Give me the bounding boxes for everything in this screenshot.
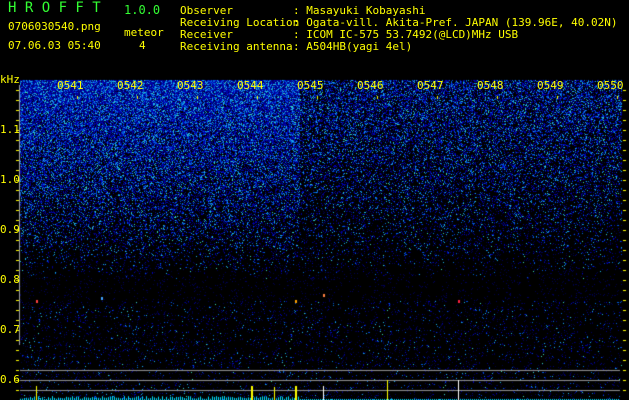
y-tick-label: 1.0	[0, 173, 20, 186]
y-tick-label: 1.1	[0, 123, 20, 136]
app-title: H R O F F T	[8, 0, 101, 16]
info-value: : Ogata-vill. Akita-Pref. JAPAN (139.96E…	[293, 16, 618, 29]
x-tick-label: 0547	[417, 79, 444, 92]
x-tick-label: 0549	[537, 79, 564, 92]
meteor-label: meteor	[124, 26, 164, 39]
meteor-count: 4	[139, 39, 146, 52]
file-name: 0706030540.png	[8, 20, 101, 33]
x-tick-label: 0544	[237, 79, 264, 92]
info-label: Receiving Location	[180, 16, 300, 29]
info-value: : A504HB(yagi 4el)	[293, 40, 413, 53]
x-tick-label: 0550	[597, 79, 624, 92]
x-tick-label: 0546	[357, 79, 384, 92]
x-tick-label: 0545	[297, 79, 324, 92]
info-value: : ICOM IC-575 53.7492(@LCD)MHz USB	[293, 28, 519, 41]
info-label: Receiver	[180, 28, 233, 41]
y-unit-label: kHz	[0, 73, 20, 86]
x-tick-label: 0543	[177, 79, 204, 92]
app-version: 1.0.0	[124, 3, 161, 17]
x-tick-label: 0542	[117, 79, 144, 92]
x-tick-label: 0548	[477, 79, 504, 92]
y-tick-label: 0.7	[0, 323, 20, 336]
x-tick-label: 0541	[57, 79, 84, 92]
y-tick-label: 0.8	[0, 273, 20, 286]
info-value: : Masayuki Kobayashi	[293, 4, 426, 17]
info-label: Observer	[180, 4, 233, 17]
info-label: Receiving antenna	[180, 40, 293, 53]
file-datetime: 07.06.03 05:40	[8, 39, 101, 52]
y-tick-label: 0.9	[0, 223, 20, 236]
y-tick-label: 0.6	[0, 373, 20, 386]
